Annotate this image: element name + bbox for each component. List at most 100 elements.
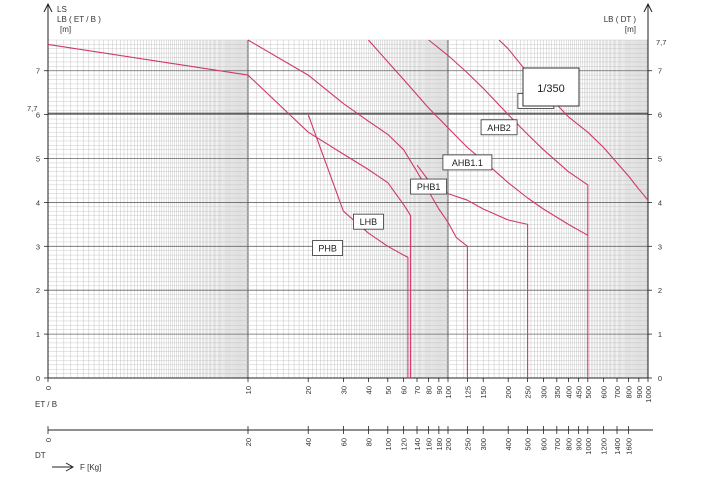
et-b-tick-label: 80 — [425, 386, 434, 394]
curves — [47, 39, 649, 378]
series-label-box — [410, 178, 448, 195]
dt-tick-label: 40 — [304, 438, 313, 446]
right-tick-label: 4 — [658, 198, 662, 207]
series-label-text: LHB — [360, 217, 378, 227]
et-b-tick-label: 90 — [435, 386, 444, 394]
right-tick-label: 3 — [658, 242, 662, 251]
series-label-lhb: LHB — [353, 213, 384, 230]
et-b-tick-label: 10 — [244, 386, 253, 394]
right-axis-arrow — [643, 2, 653, 13]
ratio-box: 1/350 — [522, 67, 580, 107]
dt-tick-label: 80 — [364, 438, 373, 446]
dt-tick-label: 120 — [400, 438, 409, 451]
et-b-tick-label: 150 — [479, 386, 488, 399]
right-tick-label: 2 — [658, 286, 662, 295]
et-b-tick-label: 400 — [564, 386, 573, 399]
et-b-tick-label: 30 — [339, 386, 348, 394]
series-line-phb1 — [247, 39, 468, 378]
et-b-tick-label: 0 — [44, 386, 53, 390]
series-label-phb1: PHB1 — [410, 178, 448, 195]
left-tick-label: 6 — [36, 111, 40, 120]
series-line-ahb1-1 — [416, 164, 529, 378]
dt-tick-label: 140 — [413, 438, 422, 451]
dt-tick-label: 100 — [384, 438, 393, 451]
et-b-tick-label: 70 — [413, 386, 422, 394]
dt-tick-label: 60 — [339, 438, 348, 446]
ratio-label: 1/350 — [537, 83, 565, 95]
left-tick-label: 5 — [36, 155, 40, 164]
et-b-tick-label: 1000 — [644, 386, 653, 403]
right-tick-label: 0 — [658, 374, 662, 383]
et-b-tick-label: 100 — [444, 386, 453, 399]
et-b-tick-label: 600 — [600, 386, 609, 399]
series-label-text: AHB1.1 — [452, 158, 483, 168]
et-b-tick-label: 20 — [304, 386, 313, 394]
et-b-tick-label: 450 — [575, 386, 584, 399]
left-tick-label: 3 — [36, 242, 40, 251]
left-tick-label: 7 — [36, 67, 40, 76]
series-label-ahb2: AHB2 — [480, 119, 518, 136]
right-tick-label: 7 — [658, 67, 662, 76]
dt-tick-label: 500 — [524, 438, 533, 451]
right-tick-label: 1 — [658, 330, 662, 339]
grid — [47, 39, 649, 379]
dt-tick-label: 900 — [575, 438, 584, 451]
series-label-text: PHB — [318, 244, 337, 254]
et-b-tick-label: 700 — [613, 386, 622, 399]
series-line-ahb2 — [367, 39, 589, 236]
dt-axis-label: DT — [35, 451, 46, 460]
et-b-tick-label: 50 — [384, 386, 393, 394]
left-axis-arrow — [43, 2, 53, 13]
et-b-tick-label: 125 — [463, 386, 472, 399]
right-axis-label-1: LB ( DT ) — [604, 15, 637, 24]
series-line-lhb — [47, 43, 412, 378]
right-axis-label-2: [m] — [625, 25, 636, 34]
series-line-ahb3 — [428, 39, 589, 378]
et-b-tick-label: 500 — [584, 386, 593, 399]
series-label-box — [442, 154, 493, 171]
left-tick-label: 0 — [36, 374, 40, 383]
dt-tick-label: 250 — [463, 438, 472, 451]
series-label-text: AHB2 — [487, 123, 511, 133]
et-b-tick-label: 800 — [625, 386, 634, 399]
et-b-tick-label: 300 — [539, 386, 548, 399]
et-b-axis-label: ET / B — [35, 400, 57, 409]
left-tick-label: 4 — [36, 198, 40, 207]
left-axis-label-3: [m] — [60, 25, 71, 34]
force-label: F [Kg] — [80, 463, 101, 472]
series-label-box — [480, 119, 518, 136]
dt-tick-label: 180 — [435, 438, 444, 451]
dt-tick-label: 0 — [44, 438, 53, 442]
series-label-box — [353, 213, 384, 230]
dt-tick-label: 700 — [553, 438, 562, 451]
series-label-ahb1-1: AHB1.1 — [442, 154, 493, 171]
dt-tick-label: 1200 — [600, 438, 609, 455]
series-label-text: PHB1 — [417, 182, 441, 192]
dt-tick-label: 400 — [504, 438, 513, 451]
right-tick-label: 6 — [658, 111, 662, 120]
left-axis-label-2: LB ( ET / B ) — [57, 15, 101, 24]
et-b-tick-label: 200 — [504, 386, 513, 399]
dt-tick-label: 300 — [479, 438, 488, 451]
et-b-tick-label: 60 — [400, 386, 409, 394]
et-b-tick-label: 40 — [364, 386, 373, 394]
dt-tick-label: 800 — [564, 438, 573, 451]
dt-tick-label: 600 — [539, 438, 548, 451]
left-axis-label-1: LS — [57, 5, 67, 14]
dt-tick-label: 20 — [244, 438, 253, 446]
et-b-tick-label: 350 — [553, 386, 562, 399]
series-line-phb — [307, 114, 409, 378]
series-line-unnamed-6 — [498, 39, 649, 201]
dt-tick-label: 1000 — [584, 438, 593, 455]
dt-tick-label: 1400 — [613, 438, 622, 455]
series-label-phb: PHB — [312, 240, 343, 256]
force-arrow-head — [65, 462, 75, 472]
left-tick-label: 1 — [36, 330, 40, 339]
left-top-value: 7,7 — [27, 104, 37, 113]
dt-tick-label: 1600 — [625, 438, 634, 455]
series-label-box — [312, 240, 343, 256]
left-tick-label: 2 — [36, 286, 40, 295]
right-top-value: 7,7 — [656, 38, 666, 47]
